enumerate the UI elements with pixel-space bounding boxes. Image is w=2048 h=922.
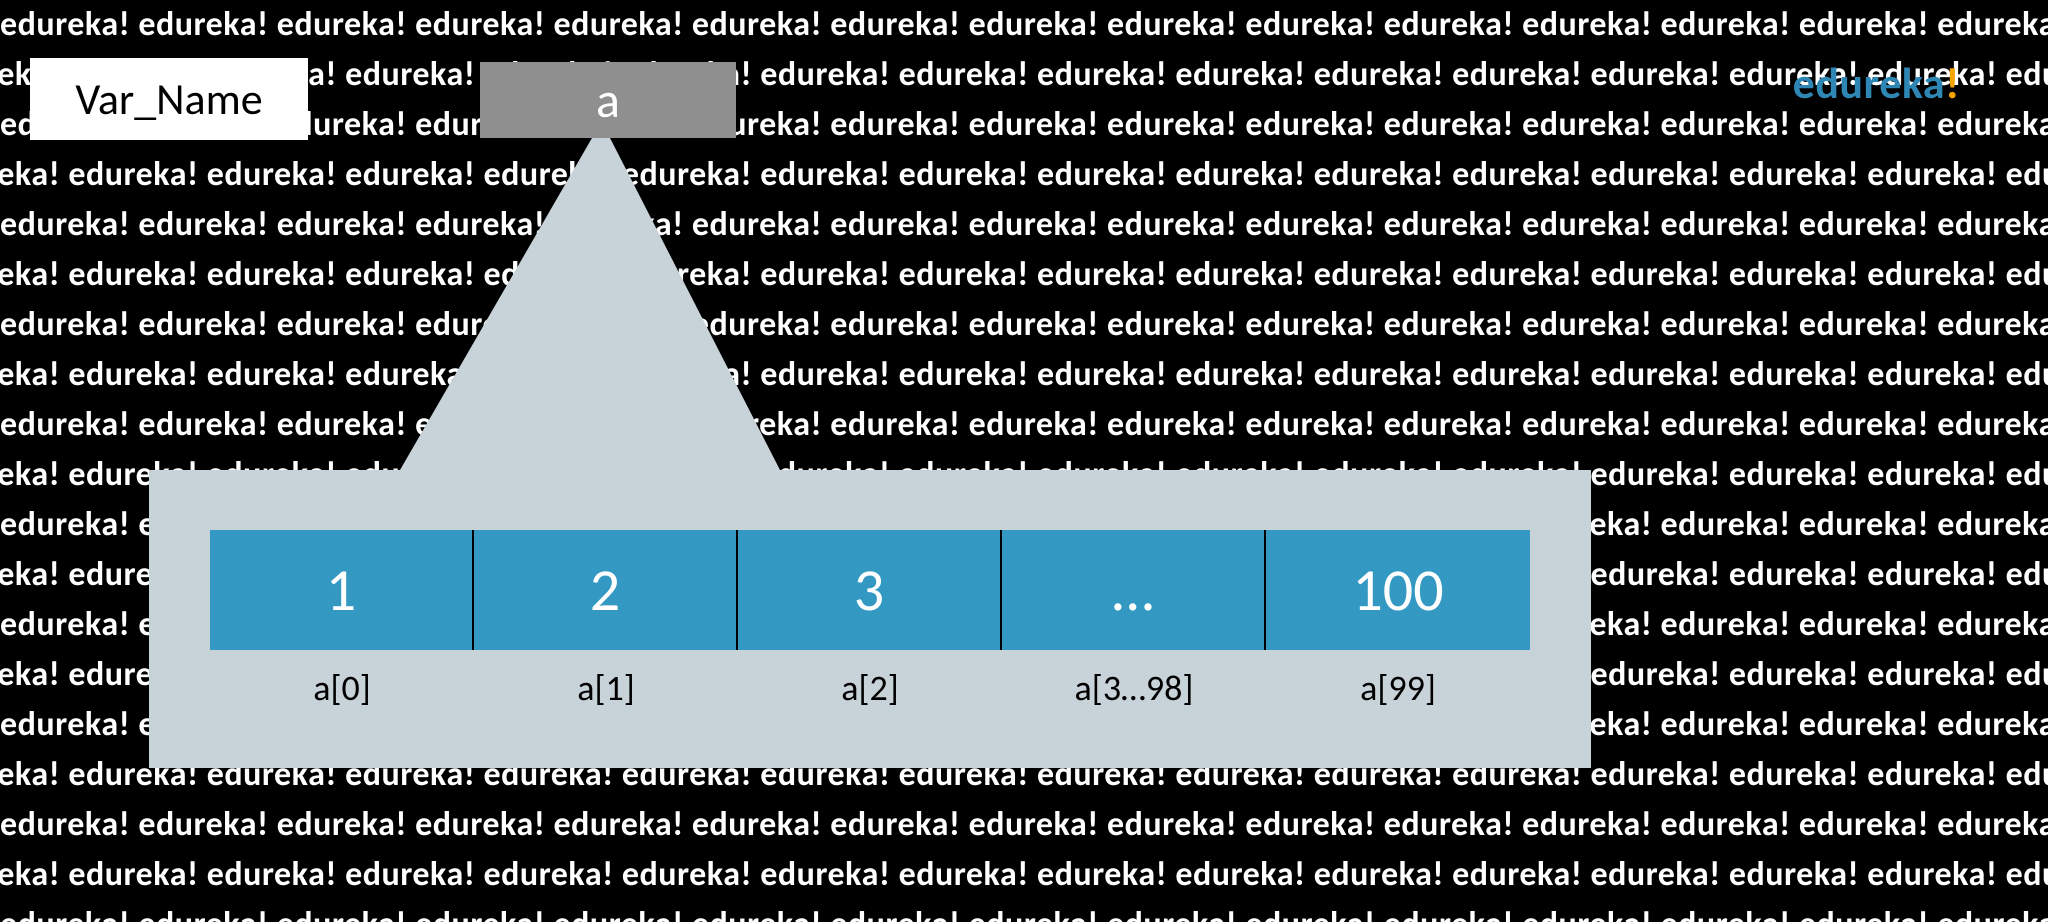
array-index-label: a[99] xyxy=(1266,666,1530,710)
watermark-line: edureka! edureka! edureka! edureka! edur… xyxy=(0,350,2048,400)
array-index-label: a[3…98] xyxy=(1002,666,1266,710)
array-row: 123…100 xyxy=(210,530,1530,650)
watermark-line: edureka! edureka! edureka! edureka! edur… xyxy=(0,0,2048,50)
watermark-line: edureka! edureka! edureka! edureka! edur… xyxy=(0,400,2048,450)
watermark-line: edureka! edureka! edureka! edureka! edur… xyxy=(0,200,2048,250)
watermark-line: edureka! edureka! edureka! edureka! edur… xyxy=(0,800,2048,850)
array-cell: 100 xyxy=(1266,530,1530,650)
brand-logo-bang: ! xyxy=(1945,56,1960,110)
watermark-line: edureka! edureka! edureka! edureka! edur… xyxy=(0,850,2048,900)
watermark-line: edureka! edureka! edureka! edureka! edur… xyxy=(0,250,2048,300)
array-cell: 1 xyxy=(210,530,474,650)
watermark-line: edureka! edureka! edureka! edureka! edur… xyxy=(0,150,2048,200)
index-row: a[0]a[1]a[2]a[3…98]a[99] xyxy=(210,666,1530,710)
array-cell: 3 xyxy=(738,530,1002,650)
brand-logo: edureka! xyxy=(1793,56,1960,110)
array-index-label: a[1] xyxy=(474,666,738,710)
var-value-box: a xyxy=(480,62,736,138)
diagram-stage: edureka! edureka! edureka! edureka! edur… xyxy=(0,0,2048,922)
var-name-label: Var_Name xyxy=(75,72,262,126)
array-index-label: a[2] xyxy=(738,666,1002,710)
watermark-line: edureka! edureka! edureka! edureka! edur… xyxy=(0,300,2048,350)
watermark-line: edureka! edureka! edureka! edureka! edur… xyxy=(0,900,2048,922)
array-index-label: a[0] xyxy=(210,666,474,710)
brand-logo-text: edureka xyxy=(1793,56,1945,110)
array-cell: 2 xyxy=(474,530,738,650)
array-panel: 123…100 a[0]a[1]a[2]a[3…98]a[99] xyxy=(149,470,1591,768)
array-cell: … xyxy=(1002,530,1266,650)
var-value-label: a xyxy=(596,70,620,131)
var-name-box: Var_Name xyxy=(30,58,308,140)
